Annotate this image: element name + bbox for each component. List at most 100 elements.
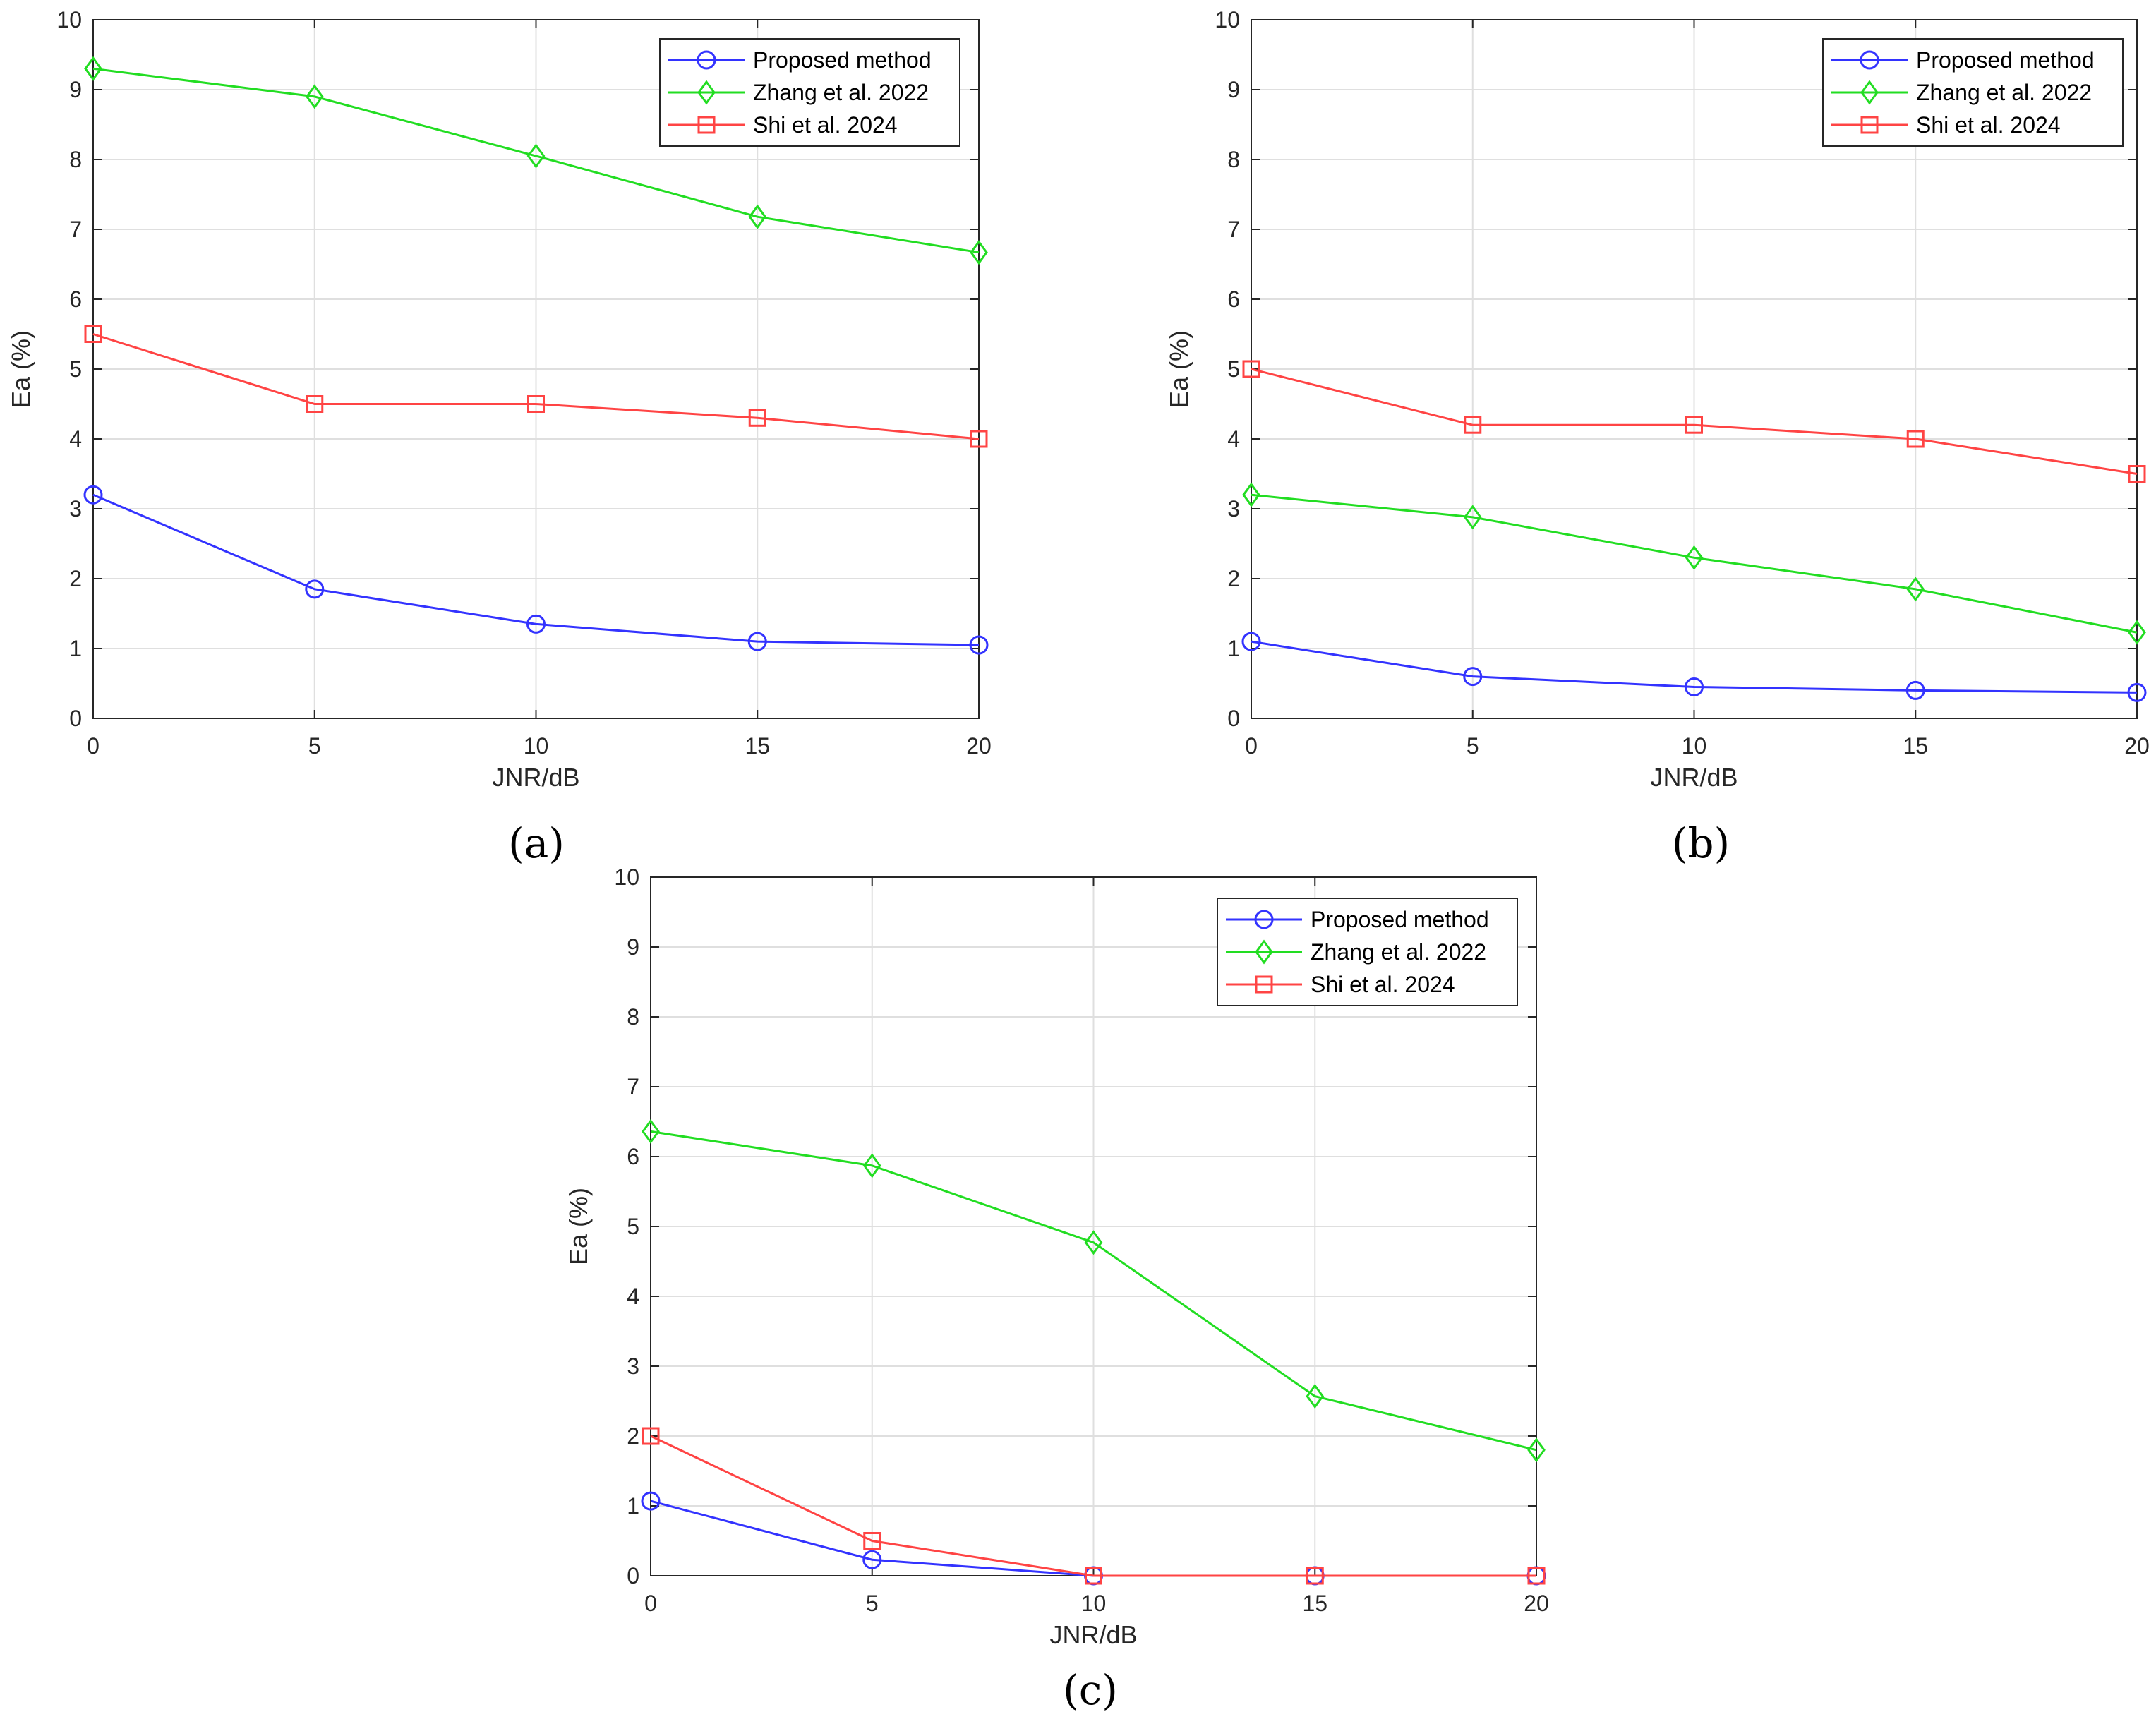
legend-label: Zhang et al. 2022 xyxy=(1916,80,2092,105)
data-point xyxy=(642,1118,660,1144)
y-tick-label: 5 xyxy=(1227,356,1240,382)
chart-panel-1: 0 1 2 3 4 5 6 7 8 9 10 0 5 10 15 20 JNR/dB Ea (%) Proposed… xyxy=(1164,7,2150,867)
series-line xyxy=(650,1435,1536,1577)
data-point xyxy=(526,143,546,169)
y-tick-label: 9 xyxy=(627,934,639,960)
y-tick-label: 3 xyxy=(1227,496,1240,521)
y-tick-label: 0 xyxy=(1227,706,1240,731)
legend-label: Zhang et al. 2022 xyxy=(753,80,929,105)
legend: Proposed method Zhang et al. 2022 Shi et a… xyxy=(1217,898,1518,1006)
data-point xyxy=(1906,430,1925,448)
data-point xyxy=(1685,677,1704,696)
x-tick-label: 15 xyxy=(1903,733,1928,759)
panel-caption: (a) xyxy=(508,819,565,867)
y-tick-label: 4 xyxy=(1227,426,1240,452)
series-1 xyxy=(1242,482,2146,645)
panel-caption: (b) xyxy=(1672,819,1730,867)
x-tick-label: 20 xyxy=(2124,733,2150,759)
panel-caption: (c) xyxy=(1063,1666,1118,1714)
series-line xyxy=(92,67,980,254)
series-line xyxy=(1251,493,2138,634)
series-2 xyxy=(642,1427,1546,1585)
data-point xyxy=(1464,416,1482,434)
y-tick-label: 9 xyxy=(1227,77,1240,102)
series-line xyxy=(650,1130,1537,1452)
y-axis-label: Ea (%) xyxy=(564,1188,593,1265)
series-1 xyxy=(642,1118,1546,1463)
x-axis-label: JNR/dB xyxy=(1049,1620,1137,1649)
y-tick-label: 8 xyxy=(627,1004,639,1030)
legend-marker xyxy=(1255,975,1273,994)
series-line xyxy=(1251,640,2138,694)
x-tick-label: 10 xyxy=(1081,1591,1107,1616)
legend-marker xyxy=(1860,116,1879,134)
x-axis-label: JNR/dB xyxy=(1650,763,1738,792)
data-point xyxy=(1242,482,1260,507)
y-tick-label: 5 xyxy=(627,1214,639,1239)
data-point xyxy=(526,614,546,634)
data-point xyxy=(305,84,324,109)
legend-label: Shi et al. 2024 xyxy=(1916,112,2061,138)
series-line xyxy=(1251,368,2138,475)
data-point xyxy=(84,56,102,81)
legend-label: Shi et al. 2024 xyxy=(1311,972,1455,997)
legend-label: Proposed method xyxy=(1311,907,1489,932)
data-point xyxy=(1241,632,1261,651)
x-tick-label: 10 xyxy=(524,733,549,759)
data-point xyxy=(970,430,988,448)
legend-label: Proposed method xyxy=(1916,47,2095,73)
series-2 xyxy=(1242,360,2146,483)
series-1 xyxy=(84,56,988,265)
y-tick-label: 9 xyxy=(69,77,82,102)
x-tick-label: 15 xyxy=(745,733,770,759)
y-tick-label: 4 xyxy=(69,426,82,452)
y-axis-label: Ea (%) xyxy=(1164,330,1193,408)
legend-marker xyxy=(1860,80,1879,105)
y-tick-label: 3 xyxy=(627,1353,639,1379)
series-2 xyxy=(84,325,988,448)
data-point xyxy=(2128,465,2146,483)
data-point xyxy=(970,240,988,265)
series-line xyxy=(92,333,980,440)
legend-marker xyxy=(697,50,716,70)
data-point xyxy=(969,635,989,655)
y-tick-label: 4 xyxy=(627,1284,639,1309)
data-point xyxy=(862,1153,881,1178)
data-point xyxy=(1306,1567,1324,1585)
x-tick-label: 5 xyxy=(866,1591,879,1616)
data-point xyxy=(84,325,102,343)
data-point xyxy=(2127,682,2147,702)
y-tick-label: 1 xyxy=(627,1493,639,1519)
y-tick-label: 10 xyxy=(56,7,82,32)
y-axis-label: Ea (%) xyxy=(6,330,35,408)
data-point xyxy=(83,485,103,505)
y-tick-label: 1 xyxy=(69,636,82,661)
y-tick-label: 1 xyxy=(1227,636,1240,661)
y-tick-label: 0 xyxy=(627,1563,639,1588)
chart-panel-2: 0 1 2 3 4 5 6 7 8 9 10 0 5 10 15 20 JNR/dB Ea (%) Proposed… xyxy=(564,864,1549,1714)
legend-marker xyxy=(1860,50,1879,70)
x-tick-label: 5 xyxy=(308,733,321,759)
x-tick-label: 0 xyxy=(644,1591,657,1616)
y-tick-label: 7 xyxy=(1227,217,1240,242)
data-point xyxy=(2128,620,2146,645)
data-point xyxy=(1463,505,1482,530)
legend-label: Shi et al. 2024 xyxy=(753,112,898,138)
data-point xyxy=(1685,545,1704,570)
y-tick-label: 6 xyxy=(1227,287,1240,312)
x-tick-label: 20 xyxy=(966,733,992,759)
data-point xyxy=(1905,680,1925,700)
data-point xyxy=(1527,1567,1546,1585)
data-point xyxy=(642,1427,660,1445)
data-point xyxy=(748,409,766,427)
data-point xyxy=(527,395,545,413)
data-point xyxy=(1084,1230,1103,1255)
y-tick-label: 2 xyxy=(69,566,82,591)
x-tick-label: 5 xyxy=(1467,733,1479,759)
x-tick-label: 20 xyxy=(1524,1591,1549,1616)
y-tick-label: 5 xyxy=(69,356,82,382)
legend-marker xyxy=(1255,939,1273,965)
y-tick-label: 6 xyxy=(627,1144,639,1169)
y-tick-label: 0 xyxy=(69,706,82,731)
